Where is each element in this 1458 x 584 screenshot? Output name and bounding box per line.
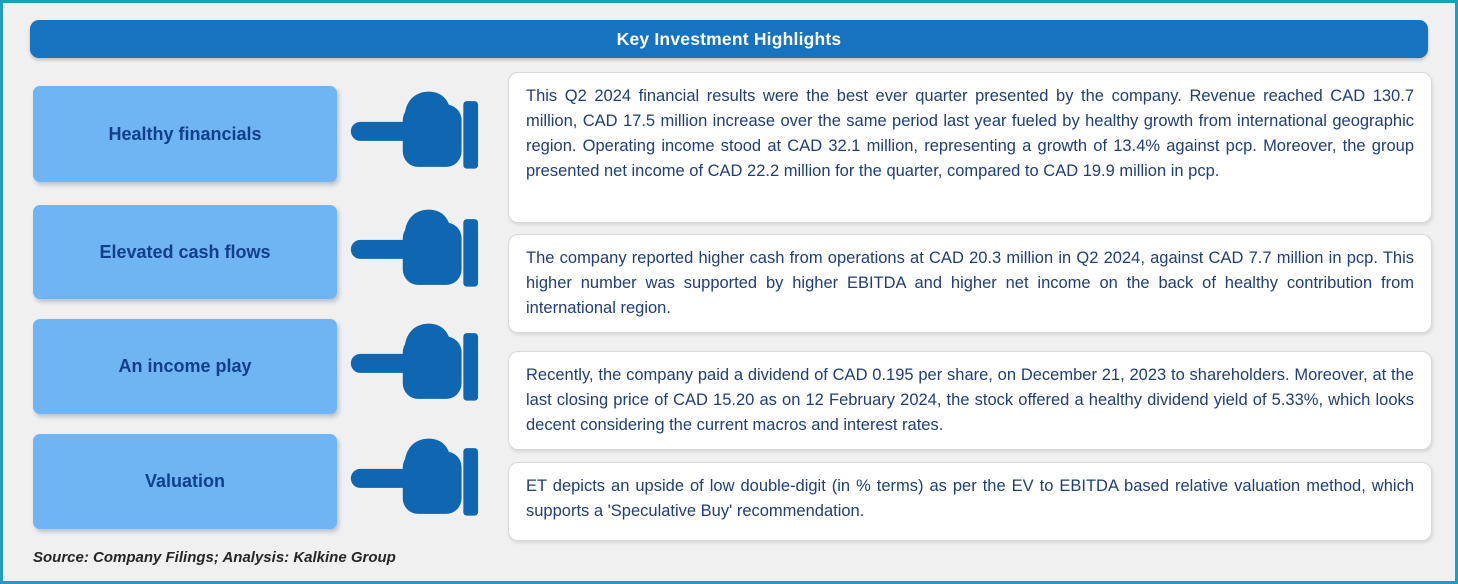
highlight-label-text: Elevated cash flows [99,241,271,262]
figure-title-bar: Key Investment Highlights [30,20,1428,58]
highlight-label-text: An income play [118,356,252,376]
pointing-hand-icon [348,88,480,180]
figure-title: Key Investment Highlights [616,28,842,49]
highlight-label-an-income-play: An income play [33,319,337,414]
highlight-card-an-income-play: Recently, the company paid a dividend of… [508,351,1432,450]
highlight-card-elevated-cash-flows: The company reported higher cash from op… [508,234,1432,333]
pointing-hand-icon [348,206,480,298]
highlight-label-valuation: Valuation [33,434,337,529]
highlight-card-text: The company reported higher cash from op… [526,249,1414,317]
highlight-label-text: Valuation [144,471,225,491]
source-note: Source: Company Filings; Analysis: Kalki… [33,549,396,566]
highlight-card-valuation: ET depicts an upside of low double-digit… [508,462,1432,541]
highlight-label-healthy-financials: Healthy financials [33,86,337,182]
highlight-card-text: Recently, the company paid a dividend of… [526,366,1414,434]
highlight-card-healthy-financials: This Q2 2024 financial results were the … [508,72,1432,223]
highlight-label-elevated-cash-flows: Elevated cash flows [33,205,337,299]
highlight-label-text: Healthy financials [108,123,262,144]
highlight-card-text: ET depicts an upside of low double-digit… [526,477,1414,520]
highlight-card-text: This Q2 2024 financial results were the … [526,87,1414,180]
pointing-hand-icon [348,320,480,412]
pointing-hand-icon [348,435,480,527]
